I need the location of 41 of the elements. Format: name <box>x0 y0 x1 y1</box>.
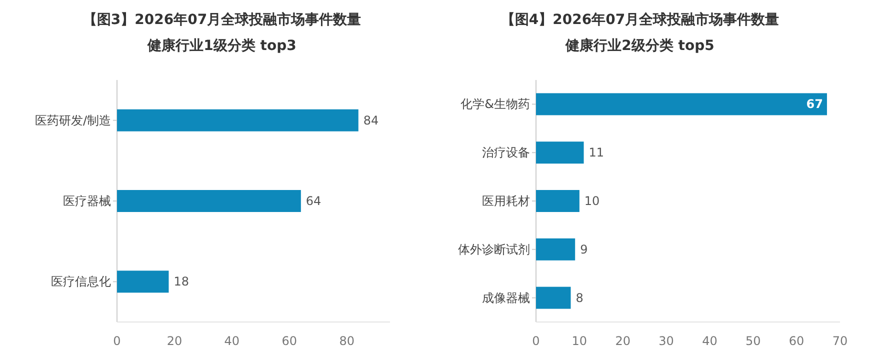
x-tick-label: 10 <box>572 334 588 348</box>
bar <box>117 190 301 212</box>
bar <box>117 270 169 293</box>
data-label: 9 <box>580 242 588 256</box>
chart-subtitle: 健康行业1级分类 top3 <box>146 37 296 54</box>
data-label: 18 <box>174 274 190 289</box>
y-tick-label: 医疗器械 <box>63 194 111 208</box>
y-tick-label: 治疗设备 <box>482 146 530 160</box>
y-tick-label: 体外诊断试剂 <box>458 242 530 256</box>
x-tick-label: 20 <box>166 334 182 348</box>
chart-subtitle: 健康行业2级分类 top5 <box>564 37 714 54</box>
chart-title: 【图3】2026年07月全球投融市场事件数量 <box>82 11 362 28</box>
y-tick-label: 医用耗材 <box>482 194 530 208</box>
x-tick-label: 0 <box>113 334 121 348</box>
x-tick-label: 20 <box>615 334 630 348</box>
bar <box>536 286 571 309</box>
chart-title: 【图4】2026年07月全球投融市场事件数量 <box>500 11 780 28</box>
data-label: 64 <box>306 194 322 208</box>
bar <box>536 190 580 212</box>
x-tick-label: 0 <box>532 334 540 348</box>
x-tick-label: 50 <box>746 334 761 348</box>
x-tick-label: 40 <box>702 334 718 348</box>
y-tick-label: 医药研发/制造 <box>34 113 111 128</box>
data-label: 84 <box>363 113 379 128</box>
y-tick-label: 化学&生物药 <box>460 97 530 112</box>
bar <box>117 109 358 132</box>
x-tick-label: 30 <box>658 334 674 348</box>
bar <box>536 142 584 164</box>
bar <box>536 238 576 260</box>
data-label: 10 <box>584 194 600 208</box>
data-label: 11 <box>588 146 604 160</box>
x-tick-label: 40 <box>224 334 240 348</box>
y-tick-label: 医疗信息化 <box>51 274 111 289</box>
y-tick-label: 成像器械 <box>482 290 530 305</box>
x-tick-label: 70 <box>832 334 848 348</box>
data-label: 67 <box>806 97 823 112</box>
x-tick-label: 60 <box>788 334 804 348</box>
x-tick-label: 80 <box>339 334 355 348</box>
x-tick-label: 60 <box>282 334 298 348</box>
data-label: 8 <box>576 290 584 305</box>
bar <box>536 93 827 116</box>
